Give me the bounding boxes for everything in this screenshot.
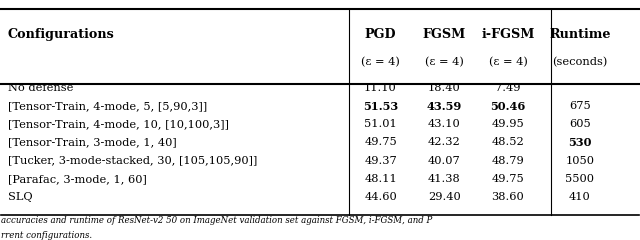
Text: 530: 530 [568, 138, 592, 149]
Text: 43.59: 43.59 [427, 101, 462, 112]
Text: Runtime: Runtime [549, 28, 611, 41]
Text: 44.60: 44.60 [364, 192, 397, 202]
Text: No defense: No defense [8, 83, 73, 93]
Text: [Parafac, 3-mode, 1, 60]: [Parafac, 3-mode, 1, 60] [8, 174, 147, 184]
Text: 42.32: 42.32 [428, 138, 461, 147]
Text: 18.40: 18.40 [428, 83, 461, 93]
Text: [Tensor-Train, 3-mode, 1, 40]: [Tensor-Train, 3-mode, 1, 40] [8, 138, 177, 147]
Text: FGSM: FGSM [422, 28, 466, 41]
Text: 5500: 5500 [566, 174, 595, 184]
Text: 675: 675 [569, 101, 591, 111]
Text: (ε = 4): (ε = 4) [488, 57, 527, 67]
Text: 41.38: 41.38 [428, 174, 461, 184]
Text: 1050: 1050 [566, 156, 595, 166]
Text: (ε = 4): (ε = 4) [361, 57, 400, 67]
Text: 43.10: 43.10 [428, 119, 461, 129]
Text: 38.60: 38.60 [492, 192, 524, 202]
Text: 50.46: 50.46 [490, 101, 525, 112]
Text: 11.10: 11.10 [364, 83, 397, 93]
Text: 29.40: 29.40 [428, 192, 461, 202]
Text: PGD: PGD [365, 28, 396, 41]
Text: rrent configurations.: rrent configurations. [1, 231, 93, 240]
Text: [Tensor-Train, 4-mode, 5, [5,90,3]]: [Tensor-Train, 4-mode, 5, [5,90,3]] [8, 101, 207, 111]
Text: [Tucker, 3-mode-stacked, 30, [105,105,90]]: [Tucker, 3-mode-stacked, 30, [105,105,90… [8, 156, 257, 166]
Text: 40.07: 40.07 [428, 156, 461, 166]
Text: Configurations: Configurations [8, 28, 115, 41]
Text: 7.49: 7.49 [495, 83, 521, 93]
Text: 48.79: 48.79 [492, 156, 524, 166]
Text: 48.52: 48.52 [492, 138, 524, 147]
Text: i-FGSM: i-FGSM [481, 28, 534, 41]
Text: 49.37: 49.37 [364, 156, 397, 166]
Text: (seconds): (seconds) [552, 57, 607, 67]
Text: 49.75: 49.75 [364, 138, 397, 147]
Text: [Tensor-Train, 4-mode, 10, [10,100,3]]: [Tensor-Train, 4-mode, 10, [10,100,3]] [8, 119, 228, 129]
Text: accuracies and runtime of ResNet-v2 50 on ImageNet validation set against FGSM, : accuracies and runtime of ResNet-v2 50 o… [1, 216, 433, 225]
Text: 51.01: 51.01 [364, 119, 397, 129]
Text: 410: 410 [569, 192, 591, 202]
Text: 49.95: 49.95 [492, 119, 524, 129]
Text: 51.53: 51.53 [363, 101, 398, 112]
Text: 49.75: 49.75 [492, 174, 524, 184]
Text: SLQ: SLQ [8, 192, 33, 202]
Text: (ε = 4): (ε = 4) [425, 57, 464, 67]
Text: 48.11: 48.11 [364, 174, 397, 184]
Text: 605: 605 [569, 119, 591, 129]
